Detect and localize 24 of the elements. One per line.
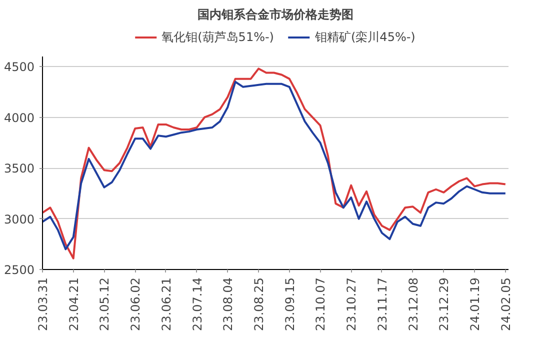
x-tick-label: 23.09.15	[282, 278, 297, 331]
x-tick-label: 23.07.14	[190, 278, 204, 331]
y-tick-label: 4500	[4, 60, 35, 74]
x-tick-label: 23.10.07	[314, 278, 328, 331]
chart-title: 国内钼系合金市场价格走势图	[198, 8, 354, 22]
x-tick-label: 24.02.05	[498, 278, 513, 331]
x-tick-label: 24.01.19	[468, 278, 482, 331]
y-tick-label: 3500	[4, 162, 35, 176]
x-tick-label: 23.12.08	[406, 278, 420, 331]
x-tick-label: 23.10.27	[344, 278, 359, 331]
x-tick-label: 23.08.25	[252, 278, 266, 331]
y-tick-label: 2500	[4, 263, 35, 277]
x-tick-label: 23.06.21	[159, 278, 174, 331]
legend-label: 氧化钼(葫芦岛51%-)	[162, 28, 274, 46]
x-tick-label: 23.11.17	[375, 278, 390, 331]
x-tick-label: 23.05.12	[98, 278, 112, 331]
x-tick-label: 23.12.29	[437, 278, 452, 331]
y-tick-label: 3000	[4, 212, 35, 226]
x-tick-label: 23.08.04	[221, 278, 236, 331]
y-tick-label: 4000	[4, 110, 35, 125]
x-tick-label: 23.03.31	[36, 278, 50, 331]
x-tick-label: 23.04.21	[66, 278, 81, 331]
legend-label: 钼精矿(栾川45%-)	[315, 28, 416, 46]
x-tick-label: 23.06.02	[128, 278, 143, 331]
